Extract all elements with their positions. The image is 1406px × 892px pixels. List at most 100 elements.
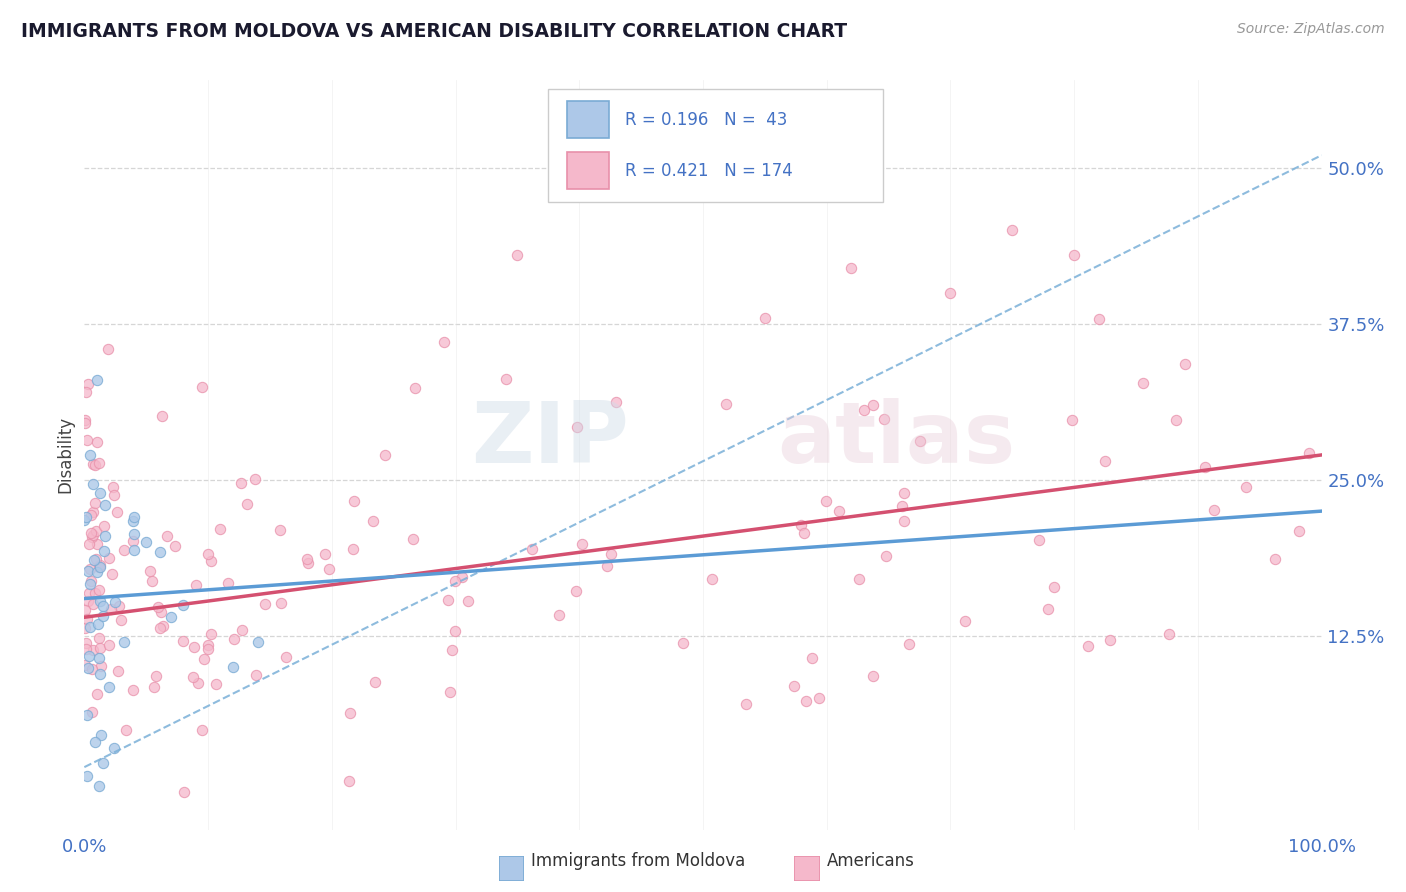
Point (862, 398, 884, 412)
Point (107, 664, 129, 678)
Point (79, 448, 101, 462)
Point (152, 619, 174, 633)
Point (274, 649, 297, 664)
Point (135, 535, 157, 549)
Point (103, 741, 125, 756)
Point (205, 677, 228, 691)
Point (84, 458, 107, 472)
Point (141, 574, 163, 589)
Point (77, 661, 100, 675)
Point (571, 537, 593, 551)
Point (848, 572, 870, 586)
Point (173, 785, 195, 799)
Point (190, 380, 212, 394)
Point (145, 668, 167, 682)
Point (121, 533, 143, 548)
Point (150, 409, 173, 423)
Point (82, 597, 104, 611)
Point (605, 394, 627, 409)
Point (457, 594, 479, 608)
Point (149, 545, 172, 559)
Point (73, 621, 96, 635)
Point (121, 514, 143, 528)
Point (82, 457, 104, 471)
Point (76, 433, 98, 447)
Point (122, 527, 145, 541)
Point (172, 634, 194, 648)
Point (186, 578, 208, 592)
Point (93, 599, 115, 614)
Point (80, 530, 103, 544)
Text: IMMIGRANTS FROM MOLDOVA VS AMERICAN DISABILITY CORRELATION CHART: IMMIGRANTS FROM MOLDOVA VS AMERICAN DISA… (21, 22, 848, 41)
Point (339, 706, 361, 721)
Point (79, 576, 101, 591)
FancyBboxPatch shape (499, 856, 524, 881)
Point (100, 602, 122, 616)
Point (75, 658, 97, 673)
Point (808, 691, 831, 706)
Text: Americans: Americans (827, 852, 914, 870)
Point (86, 536, 108, 550)
Point (1194, 459, 1216, 474)
Point (197, 638, 219, 652)
Point (77, 537, 100, 551)
Point (163, 539, 186, 553)
Point (197, 642, 219, 657)
Point (149, 621, 172, 635)
Point (98, 550, 121, 565)
Point (76, 564, 98, 578)
Point (197, 547, 219, 561)
Text: Source: ZipAtlas.com: Source: ZipAtlas.com (1237, 22, 1385, 37)
Point (73, 603, 96, 617)
Point (224, 632, 246, 647)
Point (75, 384, 97, 399)
Point (146, 599, 169, 614)
Point (79, 619, 101, 633)
Point (104, 595, 127, 609)
Point (318, 562, 340, 576)
Point (80, 662, 103, 676)
Point (114, 723, 136, 738)
Point (567, 420, 589, 434)
Text: Immigrants from Moldova: Immigrants from Moldova (531, 852, 745, 870)
Point (1164, 413, 1187, 427)
Point (437, 592, 460, 607)
Point (108, 599, 131, 613)
Point (122, 542, 145, 557)
Point (87, 582, 110, 597)
Point (83, 496, 105, 510)
Point (596, 558, 619, 573)
Y-axis label: Disability: Disability (56, 417, 75, 493)
Point (87, 631, 110, 645)
Point (105, 505, 128, 519)
Point (630, 161, 652, 175)
Point (77, 586, 100, 600)
Point (441, 643, 464, 657)
Point (1202, 503, 1225, 517)
Point (342, 541, 364, 556)
Point (80, 526, 103, 541)
Point (1174, 357, 1197, 371)
Point (754, 310, 776, 325)
Point (187, 676, 209, 690)
Point (337, 773, 360, 788)
Point (794, 694, 817, 708)
Point (86, 687, 108, 701)
Point (547, 608, 569, 623)
Point (91, 756, 114, 770)
Point (77, 648, 100, 663)
Point (139, 564, 162, 578)
Point (229, 475, 252, 490)
Point (253, 597, 276, 611)
Point (862, 669, 884, 683)
Point (439, 685, 461, 699)
Point (86, 565, 108, 579)
Point (1264, 551, 1286, 566)
Point (110, 613, 132, 627)
FancyBboxPatch shape (794, 856, 820, 881)
Point (716, 397, 738, 411)
Point (444, 624, 467, 639)
Point (87, 650, 110, 665)
Point (83, 735, 105, 749)
Point (87, 560, 110, 574)
